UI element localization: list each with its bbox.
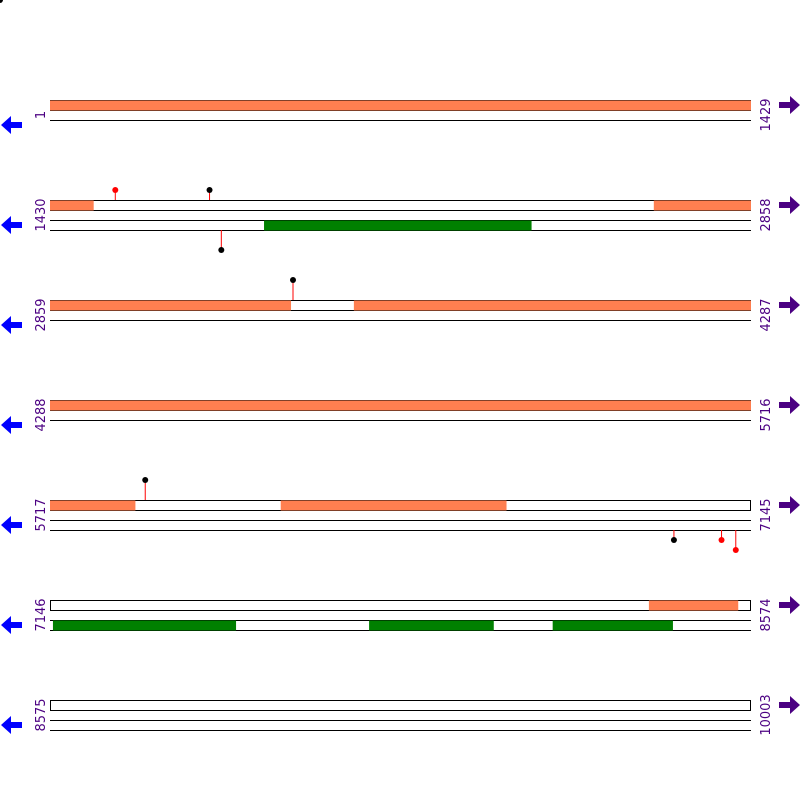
row-end-label: 2858 xyxy=(759,198,774,231)
sequence-row: 7146 8574 xyxy=(1,596,800,634)
row-start-label: 1 xyxy=(34,111,49,119)
row-start-label: 5717 xyxy=(34,498,49,531)
reverse-feature xyxy=(552,620,673,631)
site-marker xyxy=(718,537,725,543)
site-marker xyxy=(112,187,119,193)
site-marker xyxy=(289,277,296,283)
forward-feature xyxy=(648,600,739,611)
row-end-label: 8574 xyxy=(759,598,774,631)
reverse-feature xyxy=(264,220,532,231)
reverse-feature xyxy=(52,620,237,631)
arrow-right-icon xyxy=(779,196,800,214)
site-marker xyxy=(732,547,739,553)
arrow-right-icon xyxy=(779,396,800,414)
arrow-right-icon xyxy=(779,496,800,514)
arrow-right-icon xyxy=(779,696,800,714)
arrow-left-icon xyxy=(1,416,22,434)
arrow-left-icon xyxy=(1,316,22,334)
row-start-label: 4288 xyxy=(34,398,49,431)
forward-feature xyxy=(50,400,751,411)
forward-feature xyxy=(353,300,751,311)
forward-feature xyxy=(653,200,751,211)
row-end-label: 7145 xyxy=(759,498,774,531)
row-end-label: 5716 xyxy=(759,398,774,431)
site-marker xyxy=(218,247,225,253)
arrow-left-icon xyxy=(1,616,22,634)
arrow-left-icon xyxy=(1,716,22,734)
sequence-row: 1430 2858 xyxy=(1,187,800,253)
forward-feature xyxy=(50,200,94,211)
forward-feature xyxy=(280,500,507,511)
sequence-row: 8575 10003 xyxy=(1,694,800,736)
forward-feature xyxy=(50,500,136,511)
corner-dot xyxy=(0,0,3,3)
row-end-label: 10003 xyxy=(759,694,774,735)
arrow-left-icon xyxy=(1,516,22,534)
row-start-label: 1430 xyxy=(34,198,49,231)
arrow-right-icon xyxy=(779,596,800,614)
sequence-row: 5717 7145 xyxy=(1,477,800,553)
arrow-right-icon xyxy=(779,296,800,314)
row-end-label: 4287 xyxy=(759,298,774,331)
row-start-label: 2859 xyxy=(34,298,49,331)
arrow-left-icon xyxy=(1,116,22,134)
site-marker xyxy=(142,477,149,483)
arrow-right-icon xyxy=(779,96,800,114)
reverse-feature xyxy=(369,620,494,631)
sequence-row: 2859 4287 xyxy=(1,277,800,334)
arrow-left-icon xyxy=(1,216,22,234)
site-marker xyxy=(670,537,677,543)
row-end-label: 1429 xyxy=(759,98,774,131)
forward-feature xyxy=(50,100,751,111)
row-start-label: 8575 xyxy=(34,698,49,731)
row-start-label: 7146 xyxy=(34,598,49,631)
sequence-row: 4288 5716 xyxy=(1,396,800,434)
forward-feature xyxy=(50,300,292,311)
site-marker xyxy=(206,187,213,193)
sequence-row: 1 1429 xyxy=(1,96,800,134)
